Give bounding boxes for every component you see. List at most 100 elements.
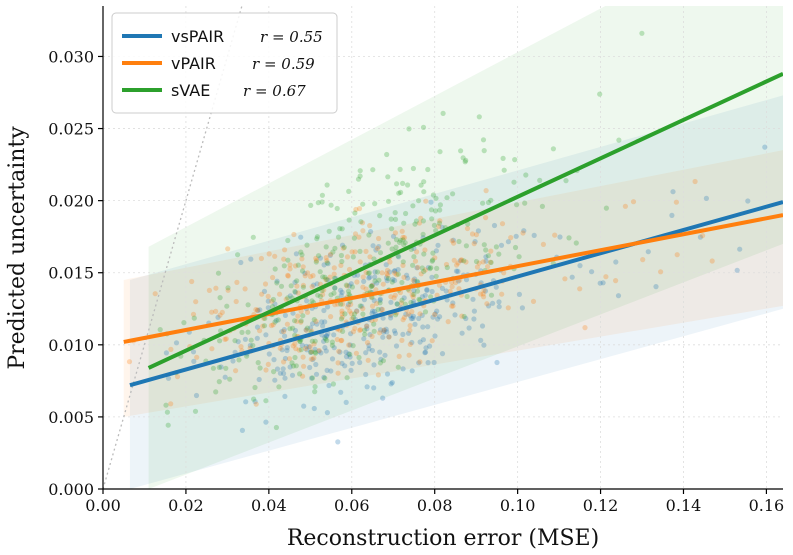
point-vspair <box>361 278 367 284</box>
point-vpair <box>357 327 363 333</box>
point-svae <box>157 327 163 333</box>
point-vspair <box>403 311 409 317</box>
identity-line <box>103 6 243 489</box>
point-svae <box>366 232 372 238</box>
point-svae <box>322 375 328 381</box>
point-vspair <box>383 262 389 268</box>
point-vspair <box>384 278 390 284</box>
point-svae <box>357 173 363 179</box>
point-vpair <box>485 264 491 270</box>
point-vspair <box>411 278 418 285</box>
point-svae <box>461 313 467 320</box>
point-svae <box>395 271 401 277</box>
point-vspair <box>425 360 431 366</box>
point-svae <box>239 329 245 335</box>
point-svae <box>394 181 400 187</box>
point-vspair <box>424 287 430 293</box>
point-vpair <box>313 255 319 261</box>
point-vpair <box>401 235 408 241</box>
point-svae <box>298 249 304 255</box>
point-vspair <box>271 357 277 363</box>
point-vpair <box>307 344 313 350</box>
point-vspair <box>313 361 319 368</box>
point-svae <box>345 288 352 294</box>
point-vpair <box>337 327 343 333</box>
point-vpair <box>434 292 440 298</box>
point-vpair <box>260 323 266 329</box>
point-vpair <box>452 280 459 286</box>
point-vpair <box>463 259 469 265</box>
point-vspair <box>287 364 293 370</box>
point-svae <box>360 311 366 317</box>
point-vspair <box>339 360 345 366</box>
point-vpair <box>451 257 457 263</box>
point-vspair <box>400 331 406 337</box>
point-vpair <box>346 266 353 273</box>
point-svae <box>432 208 439 214</box>
point-vpair <box>406 352 412 358</box>
point-vspair <box>513 233 519 239</box>
point-vspair <box>280 366 286 372</box>
point-vspair <box>279 347 285 353</box>
point-vspair <box>316 348 322 354</box>
point-vspair <box>378 356 384 362</box>
point-svae <box>400 259 406 265</box>
y-tick-label: 0.030 <box>48 47 94 66</box>
point-vspair <box>577 263 583 269</box>
point-svae <box>420 231 426 237</box>
point-svae <box>227 376 233 382</box>
point-vspair <box>478 337 484 343</box>
point-vspair <box>516 291 523 297</box>
point-vpair <box>399 337 405 343</box>
point-svae <box>365 270 371 276</box>
point-svae <box>481 148 487 154</box>
point-svae <box>342 311 348 317</box>
point-svae <box>481 242 487 248</box>
point-vpair <box>238 344 244 350</box>
point-vpair <box>313 257 320 264</box>
point-vpair <box>385 272 391 278</box>
point-vspair <box>455 268 461 274</box>
point-vspair <box>238 259 244 266</box>
point-vpair <box>348 301 354 307</box>
point-vspair <box>343 354 350 360</box>
point-svae <box>418 182 424 188</box>
point-vpair <box>152 291 158 297</box>
point-vspair <box>252 399 258 405</box>
point-vspair <box>369 282 376 288</box>
point-svae <box>410 262 416 268</box>
point-vpair <box>379 270 385 276</box>
point-svae <box>329 339 335 345</box>
point-svae <box>380 358 386 364</box>
y-ticks: 0.000 0.005 0.010 0.015 0.020 0.025 0.030 <box>48 47 103 499</box>
point-svae <box>444 264 450 271</box>
point-vspair <box>322 345 328 351</box>
point-svae <box>514 202 520 208</box>
point-vspair <box>377 327 384 333</box>
point-vpair <box>331 265 337 271</box>
point-vpair <box>613 278 619 284</box>
point-svae <box>394 301 400 307</box>
point-svae <box>357 248 363 254</box>
point-vpair <box>255 307 261 313</box>
point-svae <box>293 363 299 369</box>
point-svae <box>309 375 316 381</box>
point-svae <box>317 293 323 299</box>
point-vspair <box>303 343 309 349</box>
point-svae <box>316 253 322 259</box>
point-svae <box>372 278 378 284</box>
point-svae <box>281 263 287 269</box>
point-svae <box>328 202 334 208</box>
point-vpair <box>323 255 329 261</box>
x-tick-label: 0.16 <box>749 496 785 515</box>
legend-r-vspair: r = 0.55 <box>260 28 323 46</box>
point-vpair <box>311 341 317 347</box>
point-vspair <box>335 439 341 445</box>
point-vspair <box>762 144 768 150</box>
point-vpair <box>349 316 355 322</box>
point-svae <box>428 207 435 213</box>
point-vpair <box>458 257 464 263</box>
point-svae <box>292 354 298 361</box>
point-vpair <box>471 241 477 247</box>
point-svae <box>422 309 429 315</box>
